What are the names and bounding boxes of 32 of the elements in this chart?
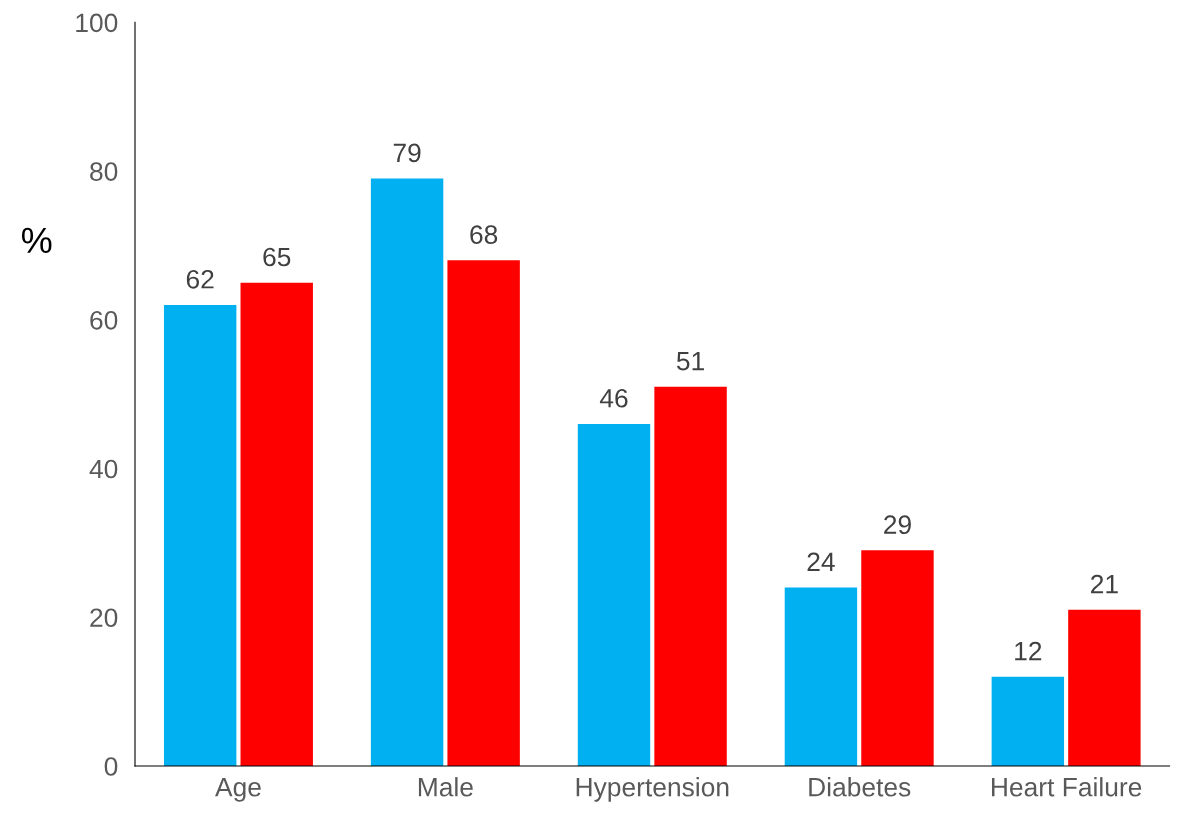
bar [654,386,727,766]
x-tick-label: Heart Failure [992,777,1142,797]
bar [447,260,520,766]
data-label: 65 [263,247,291,267]
bar [577,423,651,766]
x-tick-label: Diabetes [809,777,911,797]
data-label: 79 [393,143,421,163]
bar [784,587,858,766]
y-tick-label: 60 [90,310,118,330]
y-tick-label: 0 [104,757,118,776]
bar [370,178,444,766]
x-tick-label: Male [418,777,473,797]
data-label: 62 [186,269,214,289]
x-tick-label: Hypertension [576,777,729,802]
y-axis-title: % [21,227,52,254]
data-label: 46 [599,388,628,408]
y-tick-label: 20 [90,608,118,628]
bar [163,304,237,766]
data-label: 12 [1015,641,1042,661]
data-label: 29 [884,515,911,535]
data-label: 68 [470,225,498,245]
data-label: 21 [1091,574,1118,594]
bar [861,550,934,766]
y-tick-label: 100 [76,13,118,33]
bar [991,676,1065,766]
data-label: 51 [676,352,704,371]
y-tick-label: 40 [89,459,118,479]
bar [1068,609,1141,766]
data-label: 24 [807,552,835,571]
x-tick-label: Age [215,778,261,802]
bar [240,282,313,766]
y-tick-label: 80 [90,162,118,181]
